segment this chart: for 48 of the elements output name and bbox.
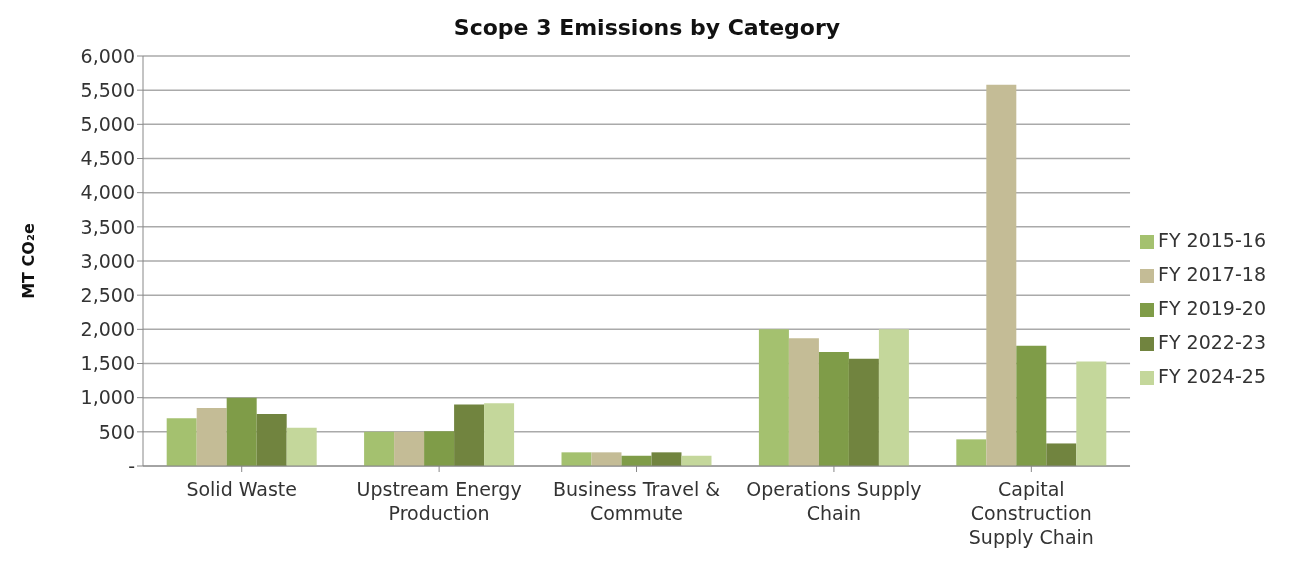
- x-tick-label: Capital Construction Supply Chain: [968, 478, 1094, 548]
- y-tick-label: 2,000: [80, 318, 135, 341]
- legend-label: FY 2017-18: [1158, 263, 1266, 285]
- y-tick-label: 1,500: [80, 352, 135, 375]
- y-tick-label: 2,500: [80, 283, 135, 306]
- bar: [196, 407, 227, 466]
- bar: [788, 338, 819, 466]
- bar: [454, 404, 485, 466]
- x-tick-label: Business Travel & Commute: [552, 478, 721, 524]
- bar: [956, 439, 987, 466]
- chart-title: Scope 3 Emissions by Category: [453, 15, 841, 40]
- y-tick-label: 3,000: [80, 249, 135, 272]
- x-tick-label: Solid Waste: [186, 478, 298, 500]
- bar: [561, 452, 592, 466]
- bar: [364, 431, 395, 466]
- bar: [286, 427, 317, 466]
- bar: [651, 452, 682, 466]
- y-tick-label: 6,000: [80, 44, 135, 67]
- x-tick-label: Upstream Energy Production: [356, 478, 522, 524]
- bar: [848, 358, 879, 466]
- y-tick-label: 5,500: [80, 78, 135, 101]
- y-tick-label: 5,000: [80, 113, 135, 136]
- y-tick-label: 1,000: [80, 386, 135, 409]
- bar: [758, 329, 789, 466]
- bar: [1076, 361, 1107, 466]
- bar: [394, 431, 425, 466]
- bar: [226, 397, 257, 466]
- x-tick-label: Operations Supply Chain: [746, 478, 922, 524]
- legend-label: FY 2022-23: [1158, 331, 1266, 353]
- bar: [986, 84, 1017, 466]
- bar: [256, 414, 287, 466]
- y-axis-title: MT CO₂e: [18, 223, 38, 299]
- y-tick-label: 4,500: [80, 147, 135, 170]
- y-tick-label: 500: [98, 420, 135, 443]
- legend-label: FY 2024-25: [1158, 365, 1266, 387]
- bar: [591, 452, 622, 466]
- y-tick-label: -: [128, 454, 135, 477]
- bar: [1046, 443, 1077, 466]
- bar: [878, 329, 909, 466]
- y-tick-label: 3,500: [80, 215, 135, 238]
- legend-label: FY 2019-20: [1158, 297, 1266, 319]
- bar: [166, 418, 197, 466]
- bar: [1016, 345, 1047, 466]
- legend-label: FY 2015-16: [1158, 229, 1266, 251]
- bar: [484, 403, 515, 466]
- bar: [424, 431, 455, 466]
- bar: [818, 351, 849, 466]
- y-tick-label: 4,000: [80, 181, 135, 204]
